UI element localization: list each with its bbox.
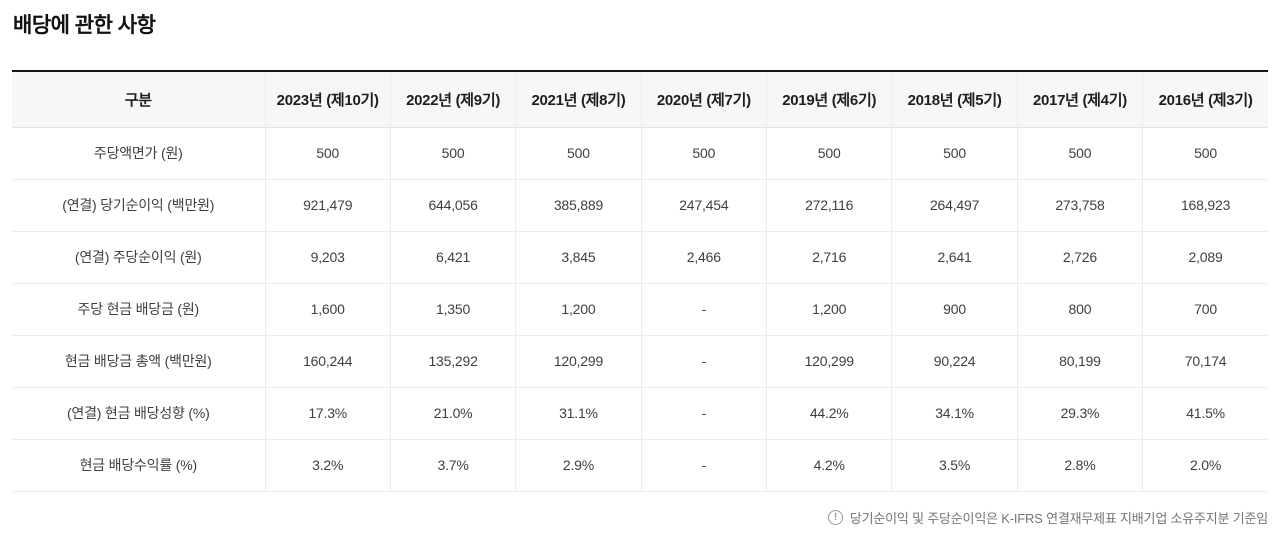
value-cell: 500 xyxy=(765,127,892,180)
dividend-table: 구분 2023년 (제10기) 2022년 (제9기) 2021년 (제8기) 202… xyxy=(12,70,1268,492)
value-cell: 80,199 xyxy=(1016,335,1143,388)
row-label-cell: 주당 현금 배당금 (원) xyxy=(12,283,265,336)
value-cell: 90,224 xyxy=(891,335,1018,388)
value-cell: 921,479 xyxy=(264,179,391,232)
year-header-cell: 2018년 (제5기) xyxy=(891,71,1018,128)
value-cell: 500 xyxy=(389,127,516,180)
value-cell: 120,299 xyxy=(515,335,642,388)
value-cell: 135,292 xyxy=(389,335,516,388)
dividend-table-header: 구분 2023년 (제10기) 2022년 (제9기) 2021년 (제8기) 202… xyxy=(12,71,1268,128)
value-cell: 1,350 xyxy=(389,283,516,336)
value-cell: 1,200 xyxy=(515,283,642,336)
value-cell: 160,244 xyxy=(264,335,391,388)
value-cell: 2,726 xyxy=(1016,231,1143,284)
value-cell: 900 xyxy=(891,283,1018,336)
info-icon: ! xyxy=(827,510,843,525)
value-cell: 2.0% xyxy=(1142,439,1268,492)
header-row: 구분 2023년 (제10기) 2022년 (제9기) 2021년 (제8기) 202… xyxy=(12,71,1268,128)
value-cell: 247,454 xyxy=(640,179,767,232)
value-cell: 500 xyxy=(891,127,1018,180)
value-cell: 500 xyxy=(640,127,767,180)
value-cell: 34.1% xyxy=(891,387,1018,440)
value-cell: 1,200 xyxy=(765,283,892,336)
year-header-cell: 2021년 (제8기) xyxy=(515,71,642,128)
value-cell: 644,056 xyxy=(389,179,516,232)
value-cell: 700 xyxy=(1142,283,1268,336)
value-cell: 168,923 xyxy=(1142,179,1268,232)
table-row: (연결) 당기순이익 (백만원) 921,479 644,056 385,889 247… xyxy=(12,179,1268,232)
value-cell: 2,716 xyxy=(765,231,892,284)
year-header-cell: 2023년 (제10기) xyxy=(264,71,391,128)
value-cell: 17.3% xyxy=(264,387,391,440)
value-cell: 272,116 xyxy=(765,179,892,232)
value-cell: 2,466 xyxy=(640,231,767,284)
value-cell: 41.5% xyxy=(1142,387,1268,440)
year-header-cell: 2020년 (제7기) xyxy=(640,71,767,128)
value-cell: - xyxy=(640,335,767,388)
value-cell: 500 xyxy=(1016,127,1143,180)
value-cell: 70,174 xyxy=(1142,335,1268,388)
value-cell: 3.7% xyxy=(389,439,516,492)
footnote-text: 당기순이익 및 주당순이익은 K-IFRS 연결재무제표 지배기업 소유주지분 … xyxy=(849,511,1268,526)
year-header-cell: 2017년 (제4기) xyxy=(1016,71,1143,128)
row-label-cell: (연결) 현금 배당성향 (%) xyxy=(12,387,265,440)
value-cell: 120,299 xyxy=(765,335,892,388)
value-cell: - xyxy=(640,283,767,336)
value-cell: - xyxy=(640,439,767,492)
footnote: ! 당기순이익 및 주당순이익은 K-IFRS 연결재무제표 지배기업 소유주지… xyxy=(827,508,1268,527)
value-cell: 29.3% xyxy=(1016,387,1143,440)
value-cell: 2,089 xyxy=(1142,231,1268,284)
value-cell: 3,845 xyxy=(515,231,642,284)
value-cell: 6,421 xyxy=(389,231,516,284)
table-row: 주당 현금 배당금 (원) 1,600 1,350 1,200-1,200 900 800… xyxy=(12,283,1268,336)
row-label-cell: 주당액면가 (원) xyxy=(12,127,265,180)
value-cell: 2,641 xyxy=(891,231,1018,284)
page-title: 배당에 관한 사항 xyxy=(13,14,156,37)
value-cell: 264,497 xyxy=(891,179,1018,232)
row-label-cell: 현금 배당수익률 (%) xyxy=(12,439,265,492)
value-cell: 500 xyxy=(1142,127,1268,180)
value-cell: 1,600 xyxy=(264,283,391,336)
value-cell: 31.1% xyxy=(515,387,642,440)
table-row: 현금 배당금 총액 (백만원) 160,244 135,292 120,299-120… xyxy=(12,335,1268,388)
value-cell: 2.9% xyxy=(515,439,642,492)
year-header-cell: 2022년 (제9기) xyxy=(389,71,516,128)
row-label-cell: (연결) 당기순이익 (백만원) xyxy=(12,179,265,232)
table-row: (연결) 현금 배당성향 (%) 17.3% 21.0% 31.1% -44.2% 34.… xyxy=(12,387,1268,440)
year-header-cell: 2019년 (제6기) xyxy=(765,71,892,128)
table-row: (연결) 주당순이익 (원) 9,203 6,421 3,845 2,466 2,716 2… xyxy=(12,231,1268,284)
value-cell: 21.0% xyxy=(389,387,516,440)
value-cell: 385,889 xyxy=(515,179,642,232)
corner-header-cell: 구분 xyxy=(12,71,265,128)
value-cell: 500 xyxy=(264,127,391,180)
dividend-table-body: 주당액면가 (원) 500 500 500 500 500 500 500 500 (연결) 당기… xyxy=(12,127,1268,492)
value-cell: 3.5% xyxy=(891,439,1018,492)
value-cell: 273,758 xyxy=(1016,179,1143,232)
row-label-cell: 현금 배당금 총액 (백만원) xyxy=(12,335,265,388)
table-row: 현금 배당수익률 (%) 3.2% 3.7% 2.9% -4.2% 3.5% 2.8% 2.0… xyxy=(12,439,1268,492)
year-header-cell: 2016년 (제3기) xyxy=(1142,71,1268,128)
row-label-cell: (연결) 주당순이익 (원) xyxy=(12,231,265,284)
value-cell: 500 xyxy=(515,127,642,180)
value-cell: 4.2% xyxy=(765,439,892,492)
table-row: 주당액면가 (원) 500 500 500 500 500 500 500 500 xyxy=(12,127,1268,180)
value-cell: 3.2% xyxy=(264,439,391,492)
value-cell: 800 xyxy=(1016,283,1143,336)
value-cell: - xyxy=(640,387,767,440)
value-cell: 44.2% xyxy=(765,387,892,440)
value-cell: 2.8% xyxy=(1016,439,1143,492)
value-cell: 9,203 xyxy=(264,231,391,284)
